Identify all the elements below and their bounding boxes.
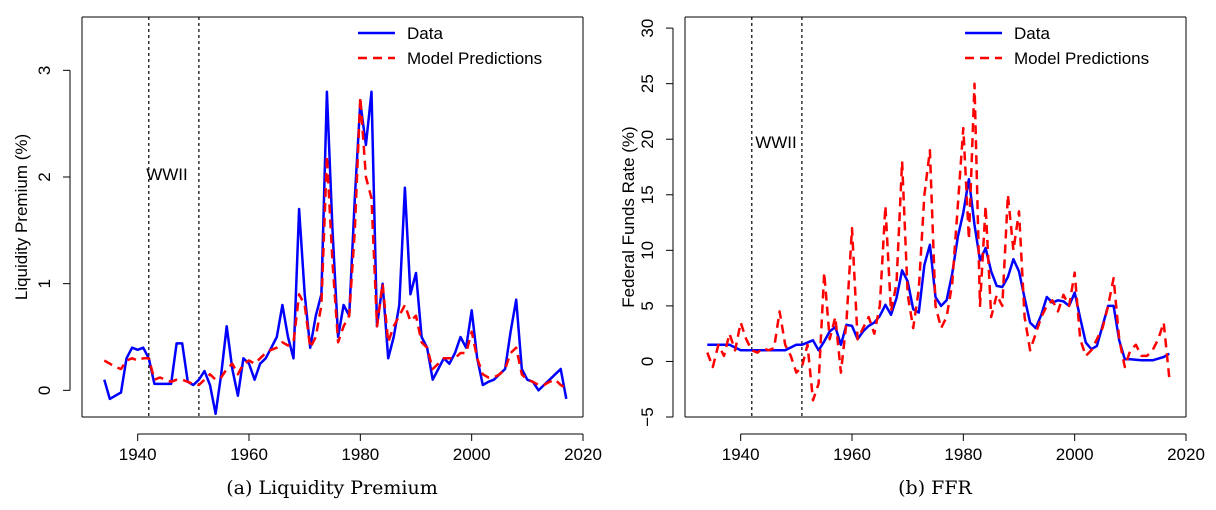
x-tick-label: 2020	[1167, 445, 1205, 464]
x-tick-label: 2000	[453, 445, 491, 464]
plot-area	[103, 17, 568, 417]
x-tick-label: 1940	[722, 445, 760, 464]
x-tick-label: 1980	[341, 445, 379, 464]
y-tick-label: 10	[638, 241, 657, 260]
x-tick-label: 1960	[230, 445, 268, 464]
wwii-annotation: WWII	[146, 165, 188, 184]
y-tick-label: 2	[35, 172, 54, 181]
panel-caption: (a) Liquidity Premium	[226, 477, 437, 499]
legend-model-label: Model Predictions	[1014, 49, 1149, 68]
data-line	[707, 177, 1170, 362]
y-tick-label: 5	[638, 301, 657, 310]
y-tick-label: 30	[638, 19, 657, 38]
tick-group: 1940 1960 1980 2000 2020 0 1 2 3	[35, 66, 602, 464]
liquidity-premium-panel: Liquidity Premium (%) 1940 1960 1980 2000 20…	[12, 16, 602, 499]
model-predictions-line	[103, 95, 567, 390]
legend-data-label: Data	[407, 24, 443, 43]
y-tick-label: 3	[35, 66, 54, 75]
legend: Data Model Predictions	[358, 24, 542, 68]
y-tick-label: 1	[35, 279, 54, 288]
model-predictions-line	[706, 82, 1171, 402]
wwii-annotation: WWII	[755, 133, 797, 152]
y-tick-label: 0	[638, 357, 657, 366]
y-axis-label: Federal Funds Rate (%)	[619, 126, 638, 307]
x-tick-label: 2020	[564, 445, 602, 464]
x-tick-label: 2000	[1056, 445, 1094, 464]
x-tick-label: 1960	[833, 445, 871, 464]
y-tick-label: 0	[35, 386, 54, 395]
y-tick-label: 20	[638, 130, 657, 149]
y-axis-label: Liquidity Premium (%)	[12, 134, 31, 300]
y-tick-label: 25	[638, 74, 657, 93]
data-line	[103, 90, 568, 416]
legend: Data Model Predictions	[965, 24, 1149, 68]
plot-area	[706, 17, 1171, 417]
y-tick-label: 15	[638, 185, 657, 204]
legend-data-label: Data	[1014, 24, 1050, 43]
x-tick-label: 1980	[944, 445, 982, 464]
y-tick-label: −5	[638, 407, 657, 426]
legend-model-label: Model Predictions	[407, 49, 542, 68]
x-tick-label: 1940	[119, 445, 157, 464]
panel-caption: (b) FFR	[898, 477, 972, 499]
tick-group: 1940 1960 1980 2000 2020 −5 0 5 10 15 20 25 30	[638, 19, 1205, 464]
ffr-panel: Federal Funds Rate (%) 1940 1960 1980 2000 2…	[619, 16, 1205, 499]
